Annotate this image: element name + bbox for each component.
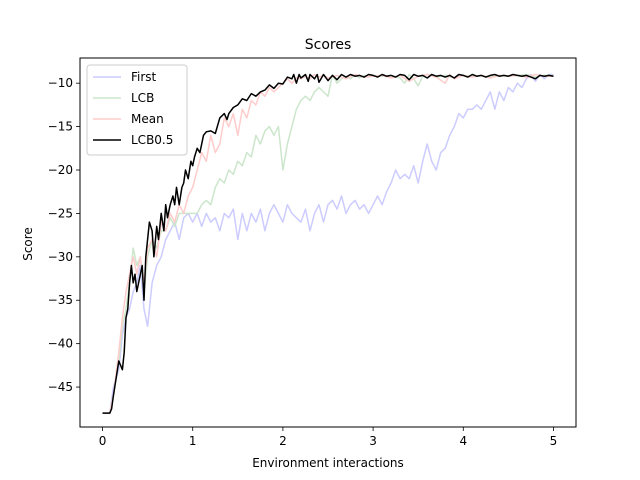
series-line-lcb0-5 xyxy=(102,73,554,414)
y-tick-label: −15 xyxy=(48,120,73,134)
y-tick-label: −40 xyxy=(48,337,73,351)
x-axis-ticks: 0 1 2 3 4 5 xyxy=(99,427,558,448)
series-layer xyxy=(102,73,554,414)
legend-label: Mean xyxy=(131,112,164,126)
y-tick-label: −45 xyxy=(48,380,73,394)
y-tick-label: −10 xyxy=(48,76,73,90)
chart-title: Scores xyxy=(305,37,352,53)
y-tick-label: −25 xyxy=(48,206,73,220)
legend-label: LCB0.5 xyxy=(131,133,173,147)
x-tick-label: 3 xyxy=(369,434,377,448)
x-tick-label: 1 xyxy=(189,434,197,448)
x-axis-label: Environment interactions xyxy=(252,456,404,470)
legend: First LCB Mean LCB0.5 xyxy=(86,64,188,156)
y-axis-label: Score xyxy=(21,227,35,261)
y-axis-ticks: −45 −40 −35 −30 −25 −20 −15 −10 xyxy=(48,76,80,394)
plot-frame xyxy=(79,57,577,428)
y-tick-label: −30 xyxy=(48,250,73,264)
series-line-mean xyxy=(102,73,554,414)
legend-label: LCB xyxy=(131,91,154,105)
legend-label: First xyxy=(131,70,157,84)
x-tick-label: 4 xyxy=(459,434,467,448)
y-tick-label: −35 xyxy=(48,293,73,307)
legend-frame xyxy=(86,64,188,156)
x-tick-label: 0 xyxy=(99,434,107,448)
x-tick-label: 2 xyxy=(279,434,287,448)
x-tick-label: 5 xyxy=(550,434,558,448)
y-tick-label: −20 xyxy=(48,163,73,177)
